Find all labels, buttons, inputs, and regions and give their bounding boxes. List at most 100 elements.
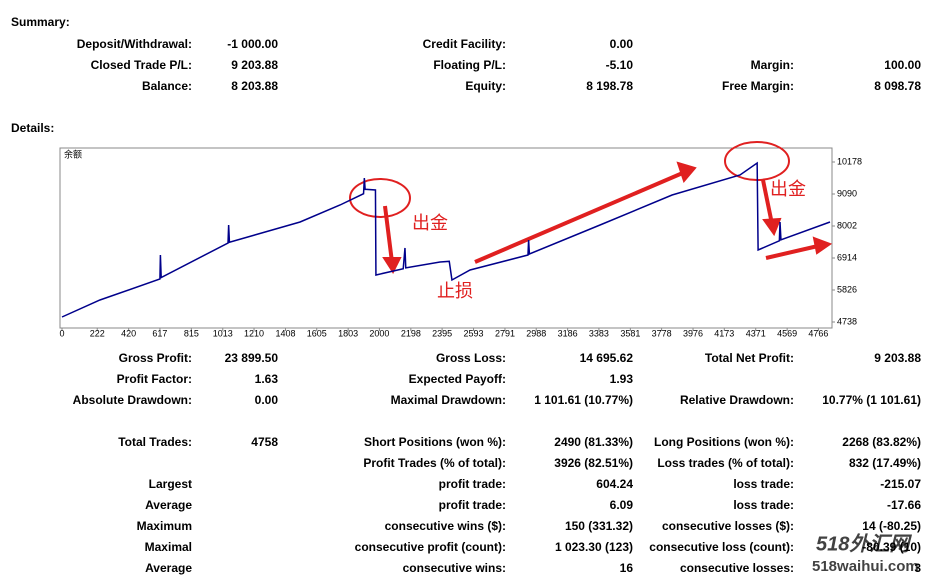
y-tick-label: 10178: [837, 156, 862, 166]
value: 100.00: [884, 58, 921, 72]
x-tick-label: 1013: [213, 328, 233, 338]
x-tick-label: 815: [184, 328, 199, 338]
label: consecutive wins:: [402, 561, 506, 575]
label: Maximal: [144, 540, 192, 554]
y-tick-label: 9090: [837, 188, 857, 198]
label: Total Net Profit:: [704, 351, 794, 365]
x-tick-label: 1803: [338, 328, 358, 338]
summary-title: Summary:: [11, 15, 70, 29]
label: Gross Loss:: [435, 351, 506, 365]
value: 2490 (81.33%): [554, 435, 633, 449]
plot-frame: [59, 147, 833, 329]
x-tick-label: 2198: [401, 328, 421, 338]
annotation: 止损: [437, 281, 473, 301]
balance-line: [61, 161, 831, 318]
label: Average: [145, 561, 192, 575]
x-tick-label: 2988: [526, 328, 546, 338]
label: Absolute Drawdown:: [72, 393, 192, 407]
value: 1 101.61 (10.77%): [534, 393, 633, 407]
y-tick-label: 6914: [837, 252, 857, 262]
value: 150 (331.32): [564, 519, 633, 533]
label: Closed Trade P/L:: [90, 58, 192, 72]
x-tick-label: 2593: [464, 328, 484, 338]
value: 14 695.62: [579, 351, 633, 365]
x-tick-label: 3383: [589, 328, 609, 338]
label: Balance:: [141, 79, 192, 93]
x-tick-label: 3186: [558, 328, 578, 338]
value: 1.63: [254, 372, 278, 386]
label: Deposit/Withdrawal:: [76, 37, 192, 51]
label: loss trade:: [733, 477, 794, 491]
value: 23 899.50: [224, 351, 278, 365]
x-tick-label: 1210: [244, 328, 264, 338]
x-tick-label: 3976: [683, 328, 703, 338]
x-tick-label: 4173: [714, 328, 734, 338]
value: 9 203.88: [874, 351, 921, 365]
annotation: 出金: [770, 179, 806, 199]
label: Maximal Drawdown:: [390, 393, 506, 407]
value: 14 (-80.25): [862, 519, 921, 533]
x-tick-label: 3581: [620, 328, 640, 338]
x-tick-label: 4766: [808, 328, 828, 338]
x-tick-label: 4371: [746, 328, 766, 338]
value: 2268 (83.82%): [842, 435, 921, 449]
label: Relative Drawdown:: [679, 393, 794, 407]
value: 1 023.30 (123): [554, 540, 633, 554]
value: -17.66: [886, 498, 921, 512]
x-tick-label: 1408: [275, 328, 295, 338]
label: Equity:: [465, 79, 506, 93]
value: 6.09: [609, 498, 633, 512]
x-tick-label: 617: [152, 328, 167, 338]
label: Margin:: [750, 58, 794, 72]
label: Credit Facility:: [422, 37, 506, 51]
y-tick-label: 4738: [837, 316, 857, 326]
label: Expected Payoff:: [408, 372, 506, 386]
value: 16: [619, 561, 633, 575]
value: 0.00: [609, 37, 633, 51]
label: Floating P/L:: [433, 58, 506, 72]
label: consecutive losses:: [679, 561, 794, 575]
label: Total Trades:: [118, 435, 192, 449]
x-tick-label: 3778: [652, 328, 672, 338]
value: 832 (17.49%): [848, 456, 921, 470]
x-tick-label: 2791: [495, 328, 515, 338]
annotation-shapes: [349, 141, 833, 275]
label: Profit Trades (% of total):: [363, 456, 506, 470]
value: 4758: [251, 435, 278, 449]
y-tick-label: 8002: [837, 220, 857, 230]
value: 604.24: [596, 477, 633, 491]
value: 8 203.88: [231, 79, 278, 93]
label: consecutive losses ($):: [661, 519, 794, 533]
value: -215.07: [880, 477, 921, 491]
label: Long Positions (won %):: [654, 435, 794, 449]
value: 8 098.78: [874, 79, 921, 93]
watermark: 518waihui.com: [812, 558, 919, 575]
x-tick-label: 420: [121, 328, 136, 338]
x-tick-label: 1605: [307, 328, 327, 338]
label: profit trade:: [438, 498, 506, 512]
label: Free Margin:: [721, 79, 794, 93]
x-tick-label: 2000: [369, 328, 389, 338]
value: 0.00: [254, 393, 278, 407]
label: Loss trades (% of total):: [657, 456, 794, 470]
label: Average: [145, 498, 192, 512]
x-tick-label: 4569: [777, 328, 797, 338]
watermark: 518外汇网: [816, 532, 912, 555]
x-tick-label: 0: [59, 328, 64, 338]
annotation: 出金: [412, 213, 448, 233]
label: Largest: [148, 477, 192, 491]
label: Maximum: [136, 519, 192, 533]
label: Short Positions (won %):: [364, 435, 506, 449]
value: -5.10: [605, 58, 633, 72]
details-title: Details:: [11, 121, 55, 135]
value: 3926 (82.51%): [554, 456, 633, 470]
label: Profit Factor:: [116, 372, 192, 386]
value: 1.93: [609, 372, 633, 386]
label: profit trade:: [438, 477, 506, 491]
x-tick-label: 222: [90, 328, 105, 338]
value: 9 203.88: [231, 58, 278, 72]
value: 3: [914, 561, 921, 575]
label: consecutive loss (count):: [649, 540, 794, 554]
